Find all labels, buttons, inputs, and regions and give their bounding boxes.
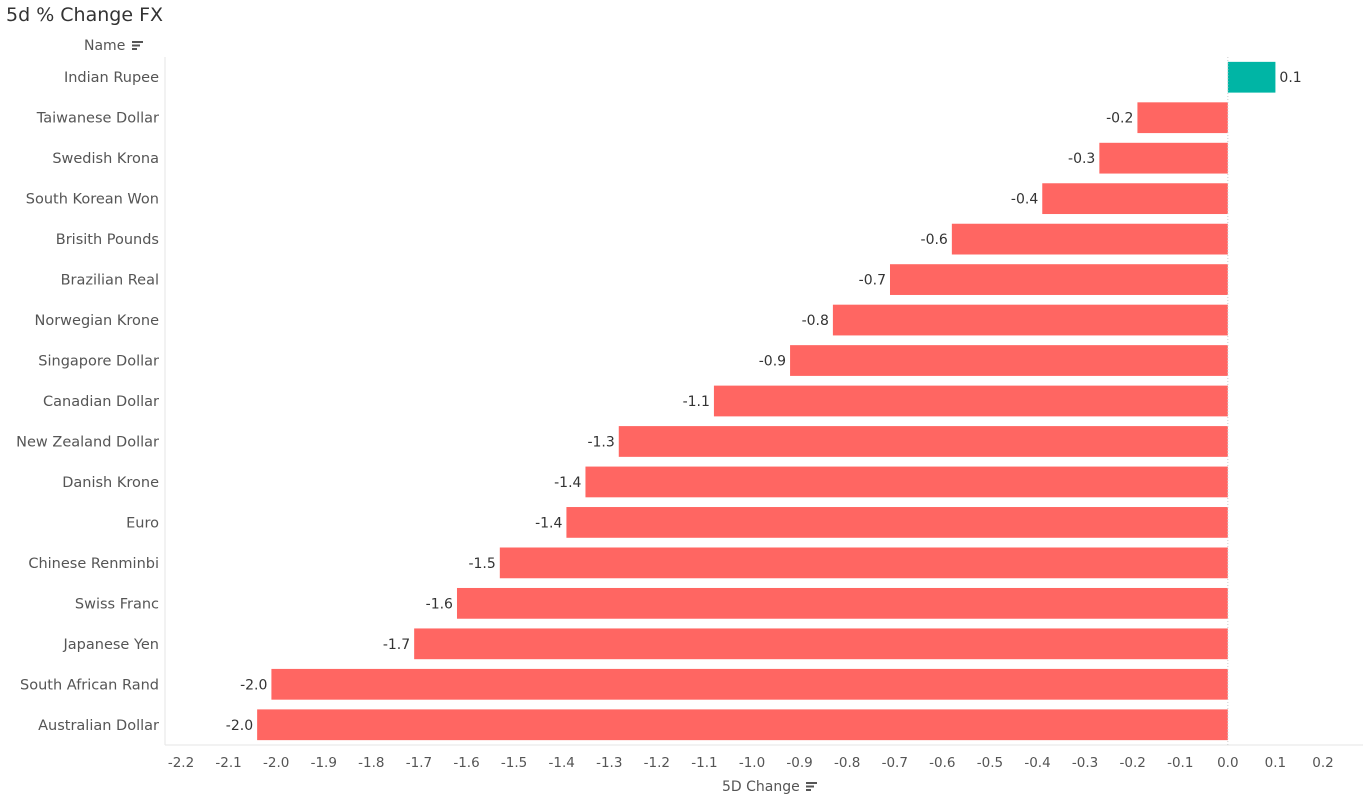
x-tick-label: -0.9 bbox=[786, 755, 812, 771]
x-axis-title[interactable]: 5D Change bbox=[722, 779, 818, 795]
x-tick-label: -1.4 bbox=[548, 755, 574, 771]
x-tick-label: -0.5 bbox=[977, 755, 1003, 771]
value-label: -1.1 bbox=[683, 394, 710, 410]
category-label: New Zealand Dollar bbox=[16, 434, 159, 450]
bar[interactable] bbox=[951, 223, 1228, 255]
x-tick-label: -1.8 bbox=[358, 755, 384, 771]
category-label: Singapore Dollar bbox=[38, 354, 159, 370]
x-tick-label: -1.7 bbox=[406, 755, 432, 771]
axes bbox=[164, 57, 1363, 746]
x-tick-label: -0.1 bbox=[1167, 755, 1193, 771]
x-tick-label: -2.1 bbox=[215, 755, 241, 771]
bars bbox=[257, 61, 1276, 741]
x-tick-label: -0.8 bbox=[834, 755, 860, 771]
bar[interactable] bbox=[1099, 142, 1228, 174]
bar[interactable] bbox=[499, 547, 1228, 579]
sort-descending-icon[interactable] bbox=[806, 779, 818, 795]
value-labels: 0.1 -0.2 -0.3 -0.4 -0.6 -0.7 -0.8 -0.9 -1.1 -1.3 -… bbox=[226, 70, 1302, 734]
bar[interactable] bbox=[790, 345, 1228, 376]
x-tick-label: -2.0 bbox=[263, 755, 289, 771]
x-tick-label: -1.1 bbox=[691, 755, 717, 771]
value-label: 0.1 bbox=[1279, 70, 1301, 86]
x-tick-label: -1.3 bbox=[596, 755, 622, 771]
y-axis-labels: Indian Rupee Taiwanese Dollar Swedish Kron… bbox=[16, 70, 159, 734]
chart-title: 5d % Change FX bbox=[6, 4, 164, 26]
bar[interactable] bbox=[1227, 61, 1276, 93]
row-header-label: Name bbox=[84, 38, 126, 54]
category-label: Euro bbox=[126, 515, 159, 531]
value-label: -1.6 bbox=[426, 596, 453, 612]
value-label: -0.7 bbox=[859, 273, 886, 289]
x-tick-label: -1.9 bbox=[311, 755, 337, 771]
value-label: -2.0 bbox=[226, 718, 253, 734]
x-tick-label: -1.6 bbox=[453, 755, 479, 771]
bar[interactable] bbox=[1137, 102, 1228, 134]
x-tick-label: -1.2 bbox=[644, 755, 670, 771]
x-tick-label: -0.4 bbox=[1024, 755, 1050, 771]
bar[interactable] bbox=[414, 628, 1228, 660]
bar[interactable] bbox=[271, 668, 1228, 700]
value-label: -1.5 bbox=[468, 556, 495, 572]
bar[interactable] bbox=[889, 264, 1228, 295]
x-tick-label: -0.3 bbox=[1072, 755, 1098, 771]
value-label: -1.7 bbox=[383, 637, 410, 653]
category-label: Brazilian Real bbox=[61, 273, 159, 289]
bar[interactable] bbox=[456, 587, 1228, 619]
value-label: -0.8 bbox=[802, 313, 829, 329]
x-tick-label: 0.2 bbox=[1312, 755, 1333, 771]
category-label: Danish Krone bbox=[62, 475, 159, 491]
bar[interactable] bbox=[585, 466, 1228, 498]
value-label: -1.4 bbox=[554, 475, 581, 491]
bar[interactable] bbox=[618, 426, 1228, 457]
category-label: South African Rand bbox=[20, 677, 159, 693]
x-tick-label: -0.2 bbox=[1119, 755, 1145, 771]
bar[interactable] bbox=[566, 507, 1228, 538]
x-tick-label: -2.2 bbox=[168, 755, 194, 771]
value-label: -1.4 bbox=[535, 515, 562, 531]
value-label: -1.3 bbox=[587, 434, 614, 450]
category-label: Taiwanese Dollar bbox=[36, 111, 159, 127]
x-tick-label: 0.1 bbox=[1265, 755, 1286, 771]
value-label: -2.0 bbox=[240, 677, 267, 693]
bar[interactable] bbox=[257, 709, 1228, 741]
category-label: Swedish Krona bbox=[52, 151, 159, 167]
x-axis-title-label: 5D Change bbox=[722, 779, 800, 795]
category-label: Canadian Dollar bbox=[43, 394, 159, 410]
category-label: Swiss Franc bbox=[75, 596, 159, 612]
value-label: -0.9 bbox=[759, 354, 786, 370]
category-label: Brisith Pounds bbox=[56, 232, 159, 248]
category-label: Australian Dollar bbox=[38, 718, 159, 734]
x-tick-label: 0.0 bbox=[1217, 755, 1238, 771]
bar[interactable] bbox=[713, 385, 1228, 417]
value-label: -0.2 bbox=[1106, 111, 1133, 127]
x-tick-label: -1.0 bbox=[739, 755, 765, 771]
x-tick-label: -0.6 bbox=[929, 755, 955, 771]
bar[interactable] bbox=[1042, 183, 1228, 215]
category-label: Norwegian Krone bbox=[34, 313, 159, 329]
category-label: Chinese Renminbi bbox=[28, 556, 159, 572]
sort-descending-icon[interactable] bbox=[131, 38, 143, 54]
category-label: Japanese Yen bbox=[63, 637, 160, 653]
x-tick-label: -0.7 bbox=[882, 755, 908, 771]
x-tick-label: -1.5 bbox=[501, 755, 527, 771]
value-label: -0.6 bbox=[921, 232, 948, 248]
category-label: Indian Rupee bbox=[64, 70, 159, 86]
row-header[interactable]: Name bbox=[84, 38, 143, 54]
category-label: South Korean Won bbox=[26, 192, 159, 208]
value-label: -0.4 bbox=[1011, 192, 1038, 208]
x-axis-ticks: -2.2 -2.1 -2.0 -1.9 -1.8 -1.7 -1.6 -1.5 -1.4 -1.3… bbox=[168, 755, 1334, 771]
bar[interactable] bbox=[832, 304, 1228, 336]
value-label: -0.3 bbox=[1068, 151, 1095, 167]
